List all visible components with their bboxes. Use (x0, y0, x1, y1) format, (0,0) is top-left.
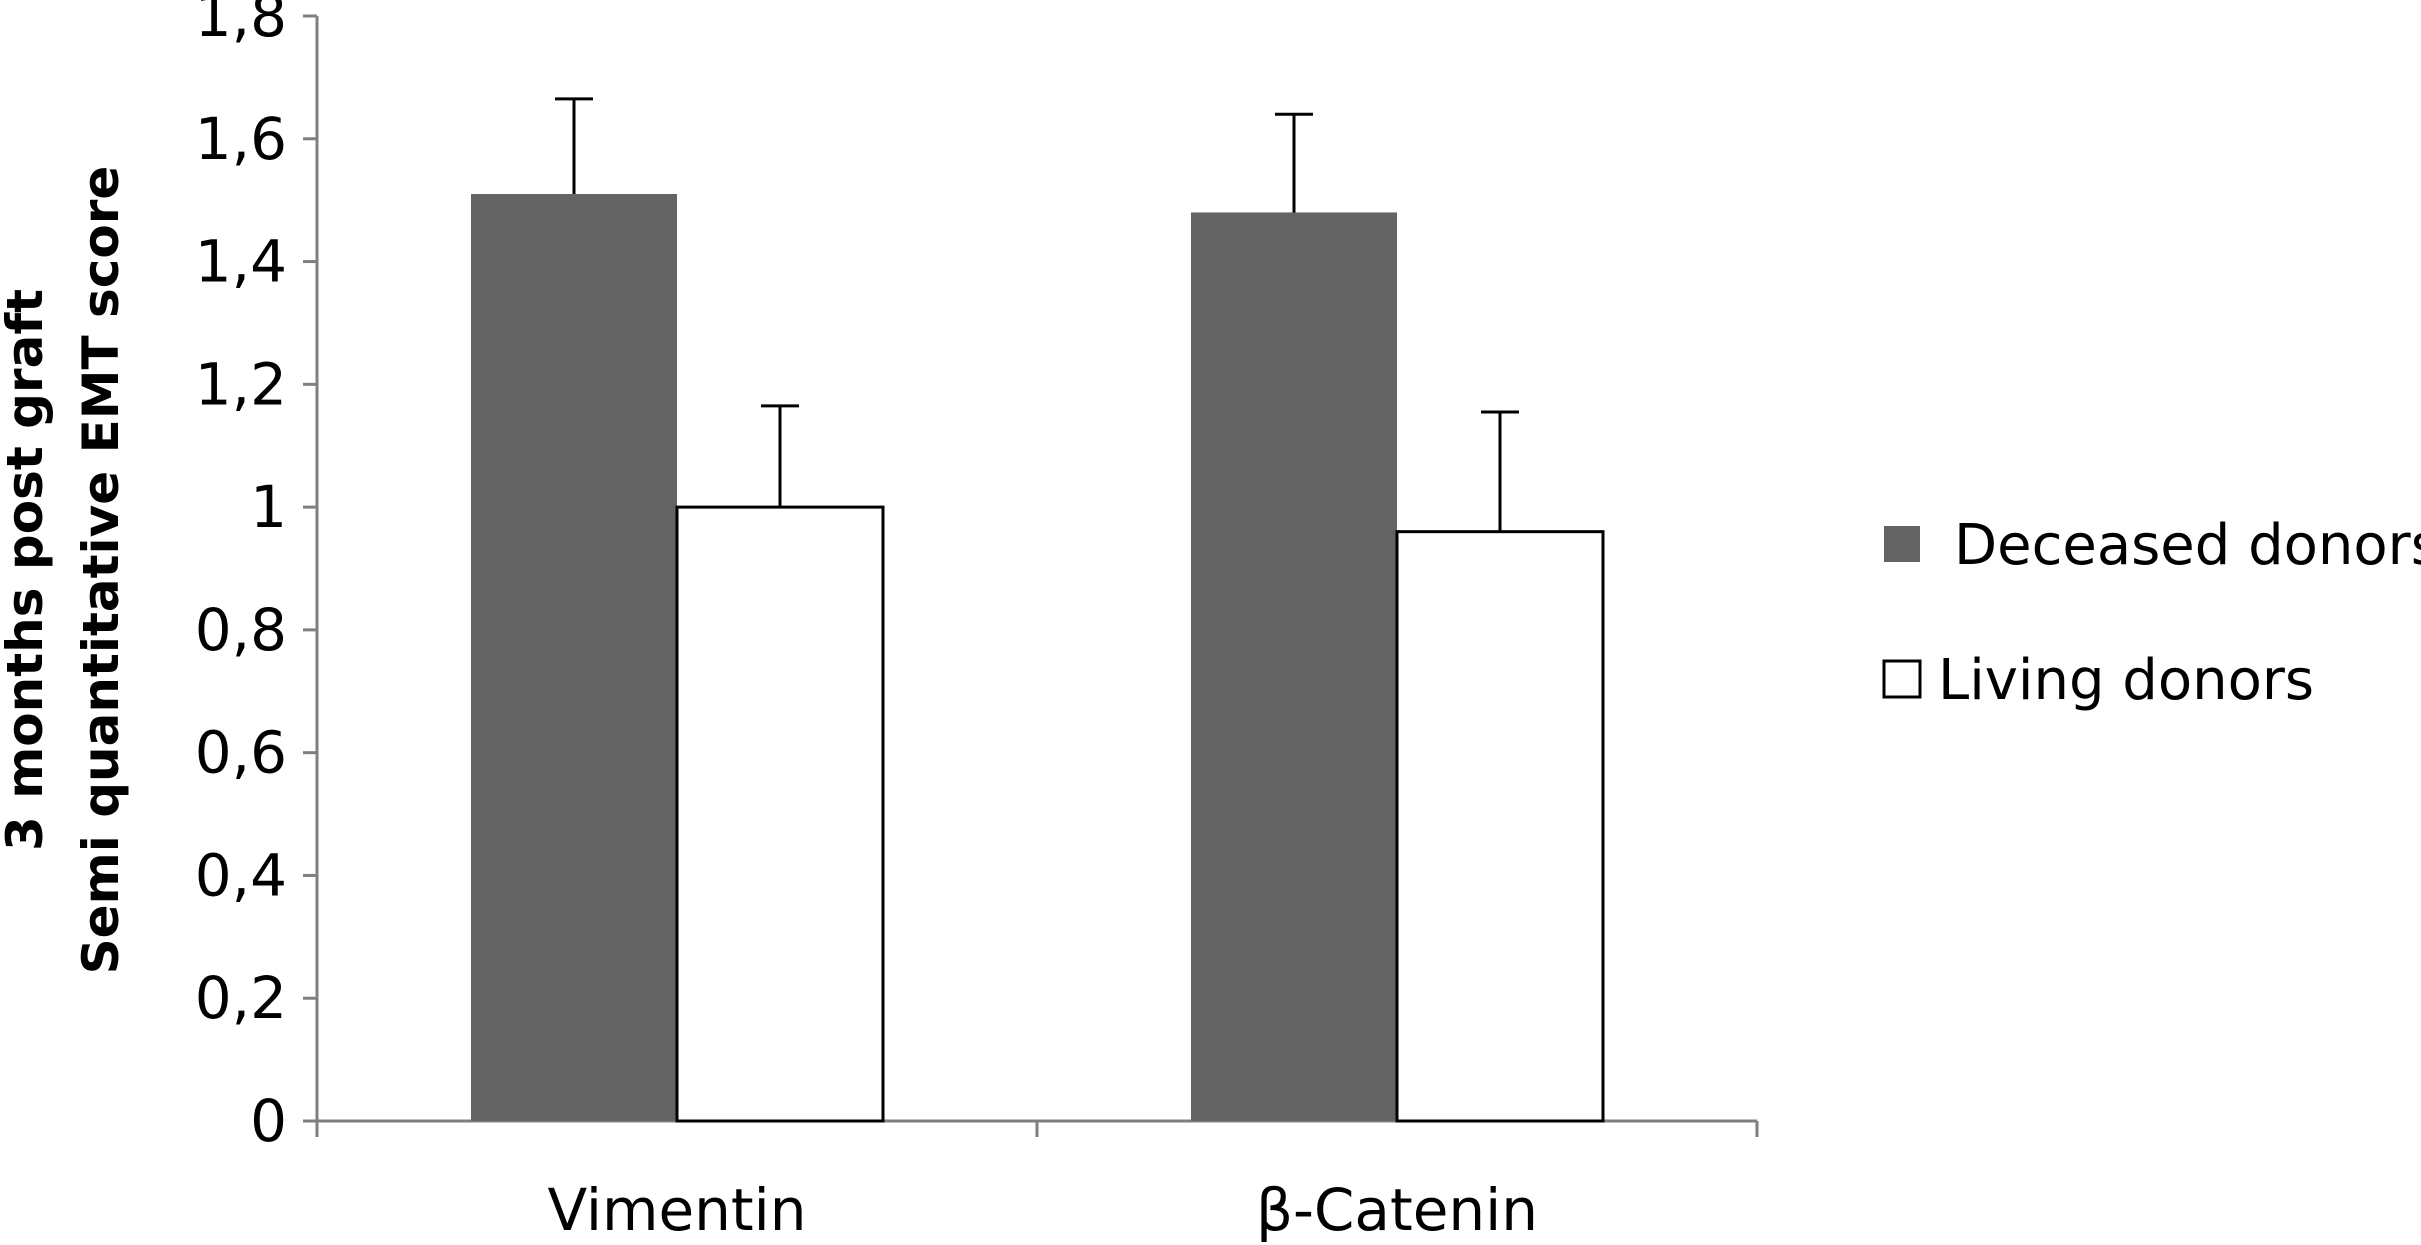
legend-label: Living donors (1938, 648, 2314, 713)
legend-label: Deceased donors (1954, 513, 2421, 578)
x-category-labels: Vimentin β-Catenin (547, 1176, 1538, 1244)
y-tick-label: 1,4 (195, 228, 287, 296)
bar (1191, 212, 1397, 1121)
y-tick-label: 0,8 (195, 596, 287, 664)
y-tick-label: 1,2 (195, 350, 287, 418)
y-tick-label: 0,4 (195, 841, 287, 909)
x-category-label: β-Catenin (1256, 1176, 1538, 1244)
y-tick-label: 0,6 (195, 719, 287, 787)
legend: Deceased donors Living donors (1882, 513, 2421, 713)
bar (471, 194, 677, 1121)
y-ticks: 0 0,2 0,4 0,6 0,8 1 1,2 1,4 1,6 1,8 (195, 0, 317, 1155)
y-tick-label: 0 (250, 1087, 287, 1155)
bar (675, 505, 885, 1123)
legend-swatch (1884, 526, 1920, 562)
y-tick-label: 1,6 (195, 105, 287, 173)
y-axis-label: 3 months post graft Semi quantitative EM… (0, 166, 130, 975)
y-axis-label-line-1: 3 months post graft (0, 289, 54, 851)
y-tick-label: 1 (250, 473, 287, 541)
y-tick-label: 0,2 (195, 964, 287, 1032)
bar (1395, 530, 1605, 1123)
error-bars (555, 97, 1519, 532)
bars (471, 194, 1605, 1123)
y-tick-label: 1,8 (195, 0, 287, 50)
x-category-label: Vimentin (547, 1176, 806, 1244)
legend-swatch (1882, 659, 1922, 699)
y-axis-label-line-2: Semi quantitative EMT score (72, 166, 130, 975)
